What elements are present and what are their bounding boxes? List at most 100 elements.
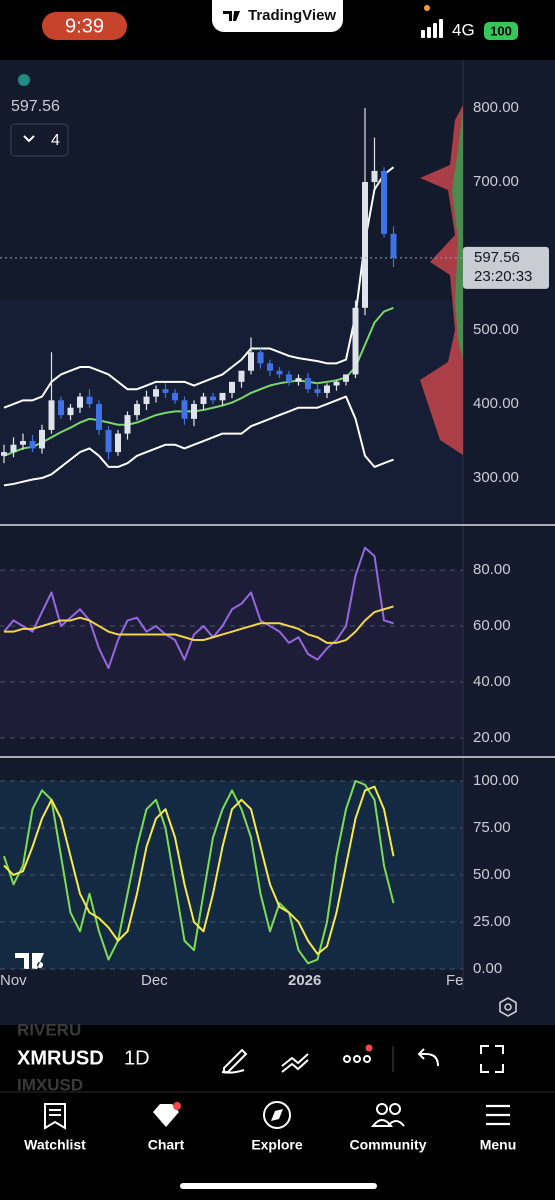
candle-body	[248, 352, 254, 371]
y-tick-label: 500.00	[473, 321, 519, 338]
volume-profile	[452, 110, 463, 360]
menu-icon[interactable]	[486, 1104, 510, 1126]
candle-body	[143, 396, 150, 405]
candle-body	[343, 374, 349, 382]
candle-body	[238, 370, 245, 382]
candle-body	[39, 429, 45, 449]
settings-icon[interactable]	[499, 997, 517, 1017]
y-tick-label: 50.00	[473, 866, 511, 883]
draw-icon[interactable]	[221, 1048, 248, 1074]
indicator-line	[3, 779, 395, 965]
candle-body	[200, 396, 207, 405]
candle-body	[96, 404, 102, 430]
y-tick-label: 100.00	[473, 772, 519, 789]
nav-label[interactable]: Watchlist	[24, 1137, 86, 1153]
candle-body	[29, 441, 36, 449]
badge	[173, 1102, 181, 1110]
indicator-line	[3, 306, 394, 457]
settings-icon	[504, 1003, 512, 1011]
indicator-line	[3, 546, 394, 670]
candle-body	[390, 233, 397, 258]
badge	[365, 1044, 373, 1052]
undo-icon[interactable]	[417, 1048, 439, 1067]
candle-body	[314, 389, 321, 393]
candle-body	[352, 307, 359, 375]
candle-body	[257, 352, 264, 364]
candle-body	[276, 370, 283, 375]
explore-icon	[271, 1109, 283, 1121]
signal	[421, 19, 443, 38]
candle-body	[162, 389, 169, 393]
nav-label[interactable]: Chart	[148, 1137, 185, 1153]
battery-level: 100	[490, 23, 512, 38]
volume-profile	[420, 105, 463, 455]
candle-body	[305, 378, 311, 390]
nav-label[interactable]: Explore	[251, 1137, 303, 1153]
indicator-line	[3, 395, 394, 487]
y-tick-label: 300.00	[473, 469, 519, 486]
network: 4G	[452, 20, 475, 39]
countdown: 23:20:33	[474, 268, 532, 285]
candle-body	[267, 363, 273, 371]
candle-body	[67, 407, 74, 416]
indicator-count: 4	[51, 132, 60, 149]
candle-body	[324, 385, 330, 393]
candle-body	[134, 404, 140, 416]
home-indicator	[180, 1183, 377, 1189]
indicator-toggle[interactable]	[10, 123, 69, 157]
status-dot	[18, 74, 30, 86]
candle-body	[371, 170, 378, 183]
price-label: 597.56	[474, 249, 520, 266]
indicator-line	[4, 605, 394, 644]
y-tick-label: 40.00	[473, 673, 511, 690]
rsi-band	[0, 570, 463, 737]
candle-body	[362, 182, 368, 308]
y-tick-label: 75.00	[473, 819, 511, 836]
symbol[interactable]: XMRUSD	[17, 1047, 104, 1069]
chevron	[23, 135, 35, 143]
candle-body	[381, 170, 387, 234]
candle-body	[58, 400, 64, 416]
candle-body	[20, 441, 26, 445]
time-label: 2026	[288, 972, 321, 989]
app-tab[interactable]	[212, 0, 343, 32]
privacy-dot	[424, 5, 430, 11]
candle-body	[229, 381, 235, 393]
interval[interactable]: 1D	[124, 1047, 150, 1069]
more-icon[interactable]	[343, 1055, 371, 1063]
chart-icon[interactable]	[153, 1104, 179, 1127]
price-shade	[0, 300, 463, 525]
candle-body	[191, 404, 197, 419]
clock: 9:39	[65, 15, 104, 37]
y-tick-label: 800.00	[473, 99, 519, 116]
candle-body	[10, 444, 17, 453]
candle-body	[295, 378, 302, 382]
y-tick-label: 20.00	[473, 729, 511, 746]
candle-body	[172, 392, 178, 401]
fullscreen-icon[interactable]	[480, 1045, 504, 1073]
watermark	[15, 953, 44, 969]
candle-body	[153, 389, 159, 397]
y-tick-label: 60.00	[473, 617, 511, 634]
y-tick-label: 25.00	[473, 913, 511, 930]
nav-label[interactable]: Community	[350, 1137, 427, 1153]
candle-body	[48, 400, 55, 430]
trend-icon[interactable]	[281, 1053, 309, 1073]
community-icon[interactable]	[370, 1103, 405, 1127]
explore-icon[interactable]	[263, 1101, 291, 1129]
app-name: TradingView	[248, 7, 336, 24]
time-pill	[42, 12, 127, 40]
battery	[484, 22, 518, 40]
indicator-line	[3, 166, 395, 409]
watchlist-icon[interactable]	[44, 1103, 66, 1130]
nav-label[interactable]: Menu	[480, 1137, 517, 1153]
time-label: Fe	[446, 972, 464, 989]
candle-body	[124, 415, 131, 434]
legend-price: 597.56	[11, 98, 60, 115]
time-label: Nov	[0, 972, 27, 989]
price-label-box	[463, 246, 549, 289]
app-logo	[223, 11, 240, 21]
time-label: Dec	[141, 972, 168, 989]
candle-body	[181, 400, 188, 419]
